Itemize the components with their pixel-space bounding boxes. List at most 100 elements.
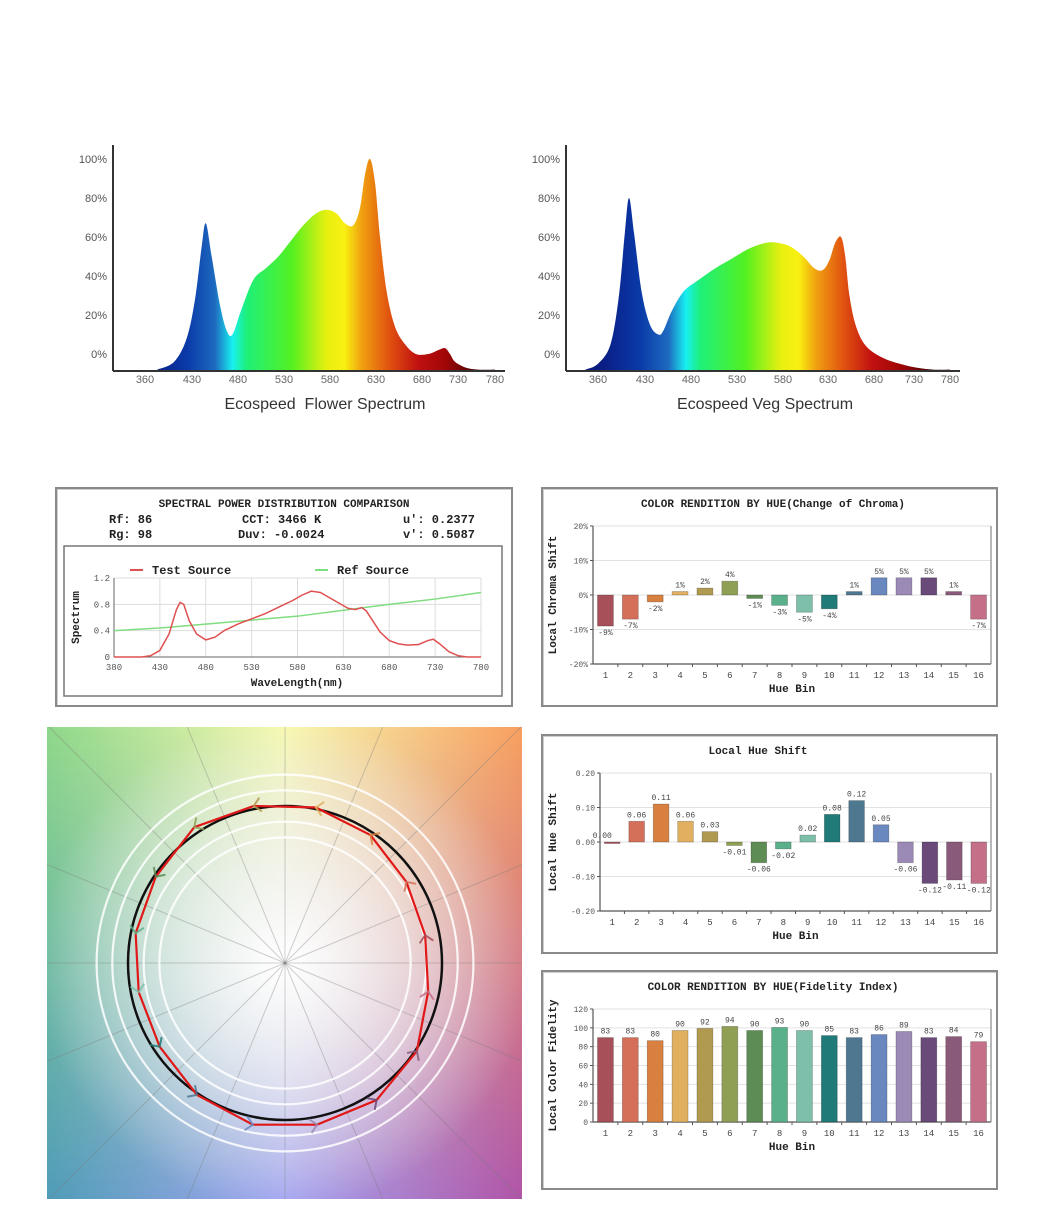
hue-spoke: [284, 727, 384, 964]
x-tick-label: 680: [865, 374, 883, 386]
hue-arrow: [244, 1115, 255, 1132]
hue-spoke: [47, 863, 286, 964]
y-tick-label: 80%: [538, 193, 560, 205]
bar: [920, 577, 938, 596]
y-tick-label: 20%: [574, 523, 589, 532]
x-tick-label: 3: [652, 1129, 657, 1139]
x-tick-label: 11: [849, 1129, 860, 1139]
hue-spoke: [284, 727, 522, 964]
bar: [845, 1037, 863, 1123]
bar: [820, 594, 838, 610]
x-tick-label: 630: [819, 374, 837, 386]
data-label: -3%: [772, 608, 787, 617]
data-label: 1%: [949, 582, 959, 591]
data-label: -2%: [648, 605, 663, 614]
x-tick-label: 4: [683, 918, 688, 928]
data-label: 83: [924, 1028, 934, 1037]
x-tick-label: 580: [321, 374, 339, 386]
data-label: -9%: [598, 629, 613, 638]
x-tick-label: 10: [824, 671, 835, 681]
data-label: 0.00: [593, 832, 612, 841]
x-tick-label: 2: [628, 1129, 633, 1139]
x-tick-label: 6: [732, 918, 737, 928]
x-tick-label: 1: [603, 1129, 608, 1139]
x-tick-label: 12: [874, 1129, 885, 1139]
y-tick-label: 0%: [91, 349, 107, 361]
data-label: -0.11: [942, 883, 966, 892]
hue-arrow: [129, 924, 145, 935]
x-tick-label: 780: [486, 374, 504, 386]
y-tick-label: 40: [578, 1081, 588, 1090]
data-label: -0.12: [918, 886, 942, 895]
x-axis-label: Hue Bin: [772, 931, 818, 943]
bar: [771, 594, 788, 606]
bar: [870, 577, 888, 596]
hue-arrow: [308, 1118, 319, 1134]
data-label: 0.11: [651, 794, 670, 803]
fidelity-panel: COLOR RENDITION BY HUE(Fidelity Index) 0 2…: [541, 970, 998, 1190]
chroma-ring: [158, 836, 412, 1090]
y-tick-label: 120: [574, 1006, 589, 1015]
x-tick-label: 11: [851, 918, 862, 928]
spd-plot-frame: [63, 545, 503, 697]
spd-chart: SPECTRAL POWER DISTRIBUTION COMPARISON Rf…: [63, 499, 503, 697]
x-tick-label: 13: [900, 918, 911, 928]
x-tick-label: 6: [727, 1129, 732, 1139]
x-tick-label: 360: [136, 374, 154, 386]
bar: [970, 1041, 987, 1123]
y-tick-label: 20%: [85, 310, 107, 322]
metric-duv: Duv: -0.0024: [238, 528, 324, 542]
x-tick-label: 5: [702, 1129, 707, 1139]
y-axis-label: Spectrum: [71, 591, 83, 644]
bar: [870, 1034, 888, 1123]
hue-arrow: [366, 1097, 378, 1110]
x-tick-label: 730: [427, 663, 443, 673]
bar: [920, 1037, 938, 1123]
bar: [970, 594, 987, 620]
x-tick-label: 1: [603, 671, 608, 681]
y-tick-label: -10%: [569, 627, 588, 636]
hue-arrow: [403, 880, 417, 892]
hue-arrow: [406, 1049, 420, 1062]
y-tick-label: 0.20: [576, 770, 595, 779]
data-label: -7%: [623, 622, 638, 631]
hue-arrow: [186, 1084, 199, 1098]
x-tick-label: 4: [677, 1129, 682, 1139]
data-label: 0.05: [871, 815, 890, 824]
data-label: 79: [974, 1032, 984, 1041]
y-tick-label: 20%: [538, 310, 560, 322]
data-label: -0.01: [722, 848, 746, 857]
legend-test-label: Test Source: [152, 564, 231, 578]
data-label: 90: [800, 1020, 810, 1029]
veg-spectrum-title: Ecospeed Veg Spectrum: [676, 396, 854, 413]
data-label: 0.08: [823, 804, 842, 813]
bar: [746, 594, 764, 599]
hue-spoke: [48, 962, 286, 1199]
chroma-shift-chart: COLOR RENDITION BY HUE(Change of Chroma)…: [548, 499, 992, 696]
bar: [820, 1035, 838, 1123]
hue-arrow: [314, 801, 325, 817]
x-tick-label: 16: [973, 1129, 984, 1139]
x-tick-label: 1: [610, 918, 615, 928]
hue-spoke: [284, 864, 522, 964]
x-axis-label: WaveLength(nm): [251, 678, 343, 690]
x-tick-label: 580: [289, 663, 305, 673]
data-label: -0.06: [747, 866, 771, 875]
hue-shift-panel: Local Hue Shift -0.20 -0.10 0.00 0.10 0.20 0.0…: [541, 734, 998, 954]
data-label: 5%: [899, 568, 909, 577]
x-tick-label: 780: [473, 663, 489, 673]
x-tick-label: 11: [849, 671, 860, 681]
data-label: 1%: [675, 582, 685, 591]
x-tick-label: 630: [335, 663, 351, 673]
bar: [796, 594, 813, 613]
data-label: -0.12: [967, 886, 991, 895]
bar: [750, 841, 768, 864]
y-tick-label: 80%: [85, 193, 107, 205]
bar: [628, 820, 645, 843]
x-tick-label: 380: [106, 663, 122, 673]
y-tick-label: 0.8: [94, 600, 110, 610]
x-tick-label: 480: [198, 663, 214, 673]
x-tick-label: 2: [634, 918, 639, 928]
hue-spoke: [284, 962, 522, 1199]
bar: [597, 594, 614, 627]
